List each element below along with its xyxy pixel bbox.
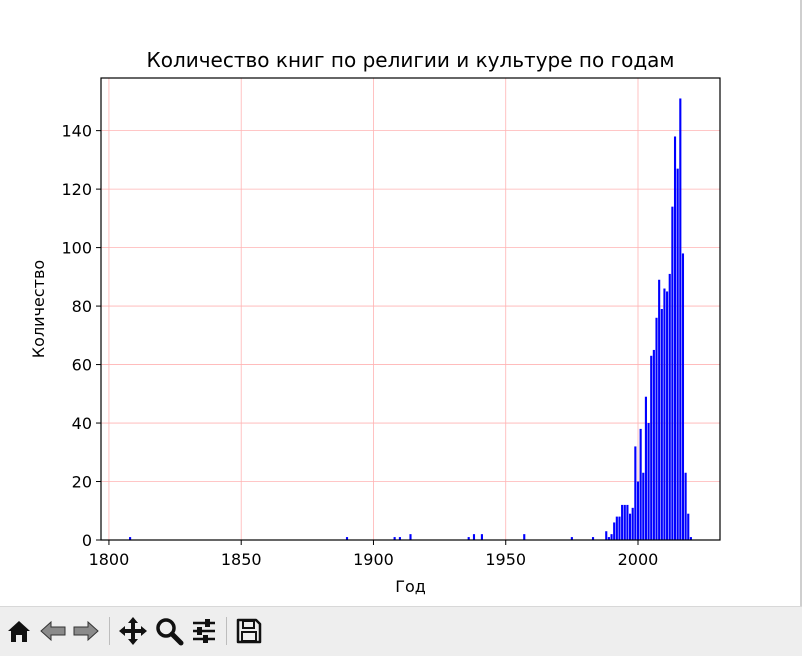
bar: [655, 317, 658, 540]
back-button[interactable]: [37, 615, 69, 647]
bar: [687, 513, 690, 540]
bar: [621, 504, 624, 540]
bar: [631, 507, 634, 540]
back-arrow-icon: [40, 620, 66, 642]
bar: [639, 428, 642, 540]
forward-arrow-icon: [73, 620, 99, 642]
bar: [398, 537, 401, 540]
window-edge: [800, 0, 802, 606]
toolbar-separator: [109, 617, 110, 645]
bar: [615, 516, 618, 540]
y-axis-label: Количество: [29, 260, 48, 358]
forward-button[interactable]: [70, 615, 102, 647]
y-tick-label: 140: [61, 122, 92, 141]
axes-frame: [100, 77, 721, 541]
configure-subplots-icon: [193, 619, 215, 643]
y-tick-label: 120: [61, 180, 92, 199]
bar: [684, 472, 687, 540]
save-button[interactable]: [233, 615, 265, 647]
zoom-icon: [156, 618, 184, 646]
bar: [523, 534, 526, 540]
navigation-toolbar: [0, 606, 802, 656]
bar: [610, 534, 613, 540]
y-tick-label: 100: [61, 239, 92, 258]
bar: [666, 291, 669, 540]
bar: [409, 534, 412, 540]
y-tick-label: 20: [72, 473, 92, 492]
bar: [591, 537, 595, 540]
bar: [660, 309, 663, 540]
bar: [607, 537, 610, 540]
x-tick-label: 1950: [485, 550, 526, 569]
y-tick-label: 0: [82, 531, 92, 550]
bars: [129, 98, 692, 540]
zoom-button[interactable]: [153, 615, 185, 647]
home-button[interactable]: [3, 615, 35, 647]
x-tick-label: 2000: [618, 550, 659, 569]
bar: [634, 446, 637, 540]
bar: [689, 537, 692, 540]
bar: [644, 396, 647, 540]
bar: [650, 355, 653, 540]
bar: [467, 537, 470, 540]
toolbar-separator: [226, 617, 227, 645]
bar: [671, 206, 674, 540]
bar: [623, 504, 626, 540]
bar: [605, 531, 608, 540]
grid: [101, 78, 720, 541]
bar: [642, 472, 645, 540]
bar: [668, 273, 671, 540]
bar: [480, 534, 483, 540]
save-icon: [236, 618, 262, 644]
axis-ticks: 1800 1850 1900 1950 2000 0 20 40 60 80 100 120 140: [61, 122, 658, 569]
bar: [345, 537, 349, 540]
bar: [658, 279, 661, 540]
bar: [129, 537, 132, 540]
bar: [647, 423, 650, 540]
y-tick-label: 80: [72, 297, 92, 316]
bar: [472, 534, 476, 540]
pan-button[interactable]: [117, 615, 149, 647]
x-tick-label: 1850: [221, 550, 262, 569]
pan-icon: [119, 617, 147, 645]
y-tick-label: 40: [72, 414, 92, 433]
bar: [673, 136, 677, 540]
bar: [663, 288, 666, 540]
bar: [570, 537, 573, 540]
bar: [393, 537, 396, 540]
home-icon: [8, 621, 30, 642]
bar: [626, 504, 629, 540]
bar: [681, 253, 685, 540]
chart: 1800 1850 1900 1950 2000 0 20 40 60 80 100 120 140 К…: [29, 48, 721, 596]
x-tick-label: 1900: [353, 550, 394, 569]
bar: [613, 522, 616, 540]
bar: [629, 513, 632, 540]
bar: [652, 349, 655, 540]
x-tick-label: 1800: [89, 550, 130, 569]
configure-subplots-button[interactable]: [188, 615, 220, 647]
y-tick-label: 60: [72, 356, 92, 375]
figure-canvas: 1800 1850 1900 1950 2000 0 20 40 60 80 100 120 140 К…: [29, 0, 802, 606]
bar: [679, 98, 682, 540]
x-axis-label: Год: [395, 577, 426, 596]
bar: [618, 516, 621, 540]
chart-title: Количество книг по религии и культуре по…: [147, 48, 675, 72]
bar: [636, 481, 640, 540]
bar: [676, 168, 679, 540]
